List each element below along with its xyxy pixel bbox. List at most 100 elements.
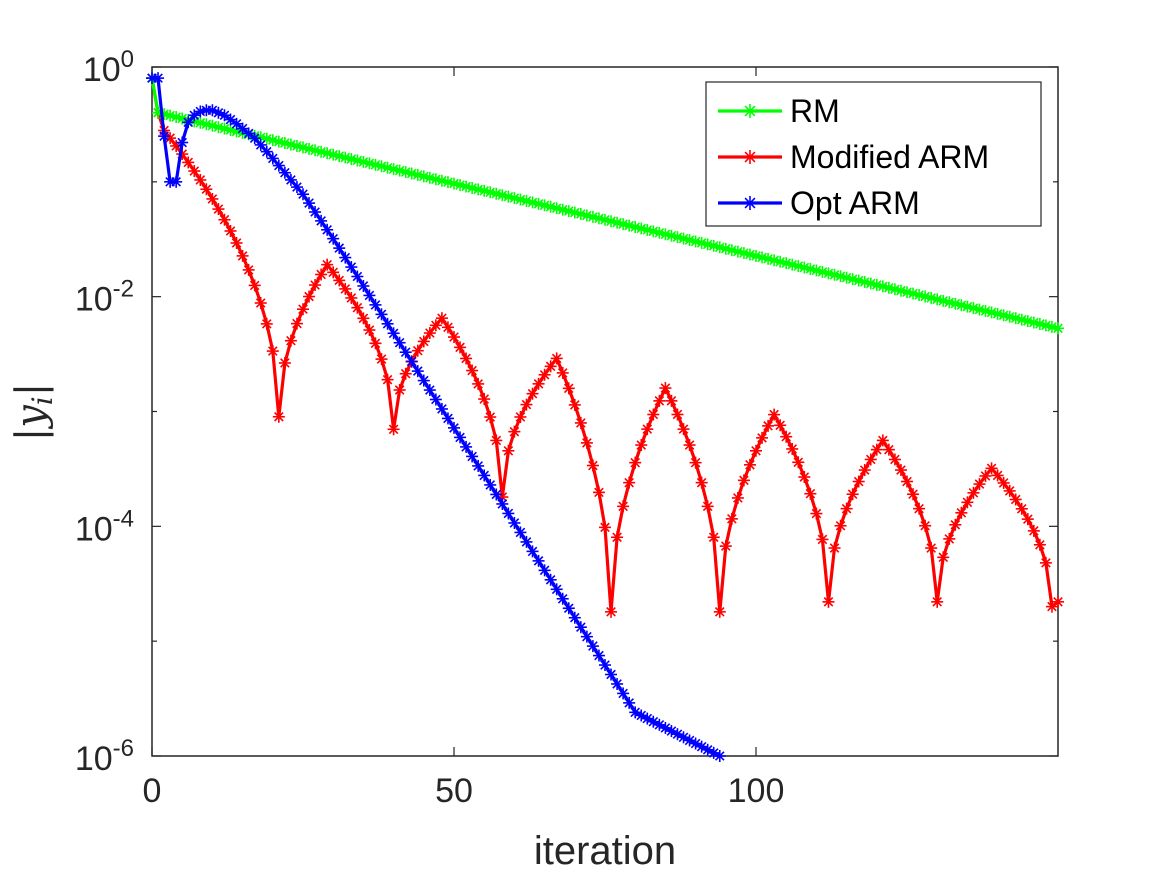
data-point — [224, 113, 237, 126]
data-point — [750, 444, 762, 457]
y-label-bar-left: | — [8, 428, 54, 441]
data-point — [381, 161, 394, 174]
y-tick-label: 100 — [83, 46, 134, 89]
data-point — [1021, 513, 1034, 526]
data-point — [206, 192, 219, 205]
data-point — [411, 344, 424, 357]
y-tick-base: 10 — [75, 281, 113, 319]
data-point — [659, 382, 672, 395]
data-point — [248, 279, 261, 292]
data-point — [351, 301, 364, 314]
series-layer — [146, 72, 1064, 762]
data-point — [931, 595, 944, 608]
data-point — [242, 263, 255, 276]
data-point — [707, 531, 720, 544]
data-point — [689, 456, 702, 469]
data-point — [435, 402, 448, 415]
data-point — [840, 502, 853, 515]
data-point — [176, 136, 189, 149]
data-point — [333, 274, 346, 287]
data-point — [200, 183, 213, 196]
data-point — [393, 336, 406, 349]
data-point — [991, 469, 1004, 482]
data-point — [393, 383, 406, 396]
data-point — [411, 365, 424, 378]
data-point — [532, 377, 545, 390]
y-tick-base: 10 — [75, 740, 113, 778]
data-point — [345, 291, 358, 304]
data-point — [997, 476, 1010, 489]
data-point — [212, 203, 225, 216]
data-point — [568, 611, 581, 624]
data-point — [701, 500, 714, 513]
data-point — [399, 367, 412, 380]
data-point — [882, 443, 895, 456]
data-point — [580, 630, 593, 643]
data-point — [979, 469, 992, 482]
data-point — [562, 602, 575, 615]
y-label-bar-right: | — [8, 383, 54, 396]
data-point — [864, 453, 877, 466]
data-point — [562, 382, 575, 395]
data-point — [448, 421, 460, 434]
data-point — [907, 488, 920, 501]
data-point — [762, 419, 775, 432]
data-point — [423, 327, 436, 340]
legend-marker — [743, 104, 757, 118]
data-point — [1009, 493, 1022, 506]
data-point — [194, 173, 207, 186]
data-point — [309, 279, 322, 292]
data-point — [321, 223, 334, 236]
data-point — [647, 408, 660, 421]
data-point — [538, 368, 551, 381]
data-point — [876, 434, 889, 447]
data-point — [810, 507, 823, 520]
data-point — [725, 512, 738, 525]
data-point — [321, 258, 334, 271]
data-point — [429, 393, 442, 406]
data-point — [381, 373, 394, 386]
data-point — [894, 464, 907, 477]
series-modified-arm — [146, 72, 1064, 618]
data-point — [236, 122, 249, 135]
data-point — [858, 464, 871, 477]
data-point — [315, 214, 328, 227]
data-point — [278, 166, 291, 179]
data-point — [514, 410, 527, 423]
data-point — [852, 475, 865, 488]
data-point — [870, 443, 883, 456]
data-point — [1015, 502, 1028, 515]
data-point — [448, 177, 460, 190]
data-point — [556, 592, 569, 605]
data-point — [339, 251, 352, 264]
data-point — [713, 605, 726, 618]
data-point — [743, 458, 756, 471]
data-point — [399, 346, 412, 359]
data-point — [363, 289, 376, 302]
data-point — [230, 117, 243, 130]
data-point — [206, 104, 219, 117]
data-point — [230, 236, 243, 249]
series-opt-arm — [146, 72, 726, 762]
data-point — [236, 249, 249, 262]
data-point — [1027, 524, 1040, 537]
y-label-var: y — [8, 404, 54, 430]
data-point — [496, 497, 509, 510]
data-point — [943, 532, 956, 545]
data-point — [888, 453, 901, 466]
data-point — [532, 554, 545, 567]
data-point — [170, 175, 183, 188]
y-tick-label: 10-2 — [75, 276, 134, 319]
data-point — [544, 360, 557, 373]
data-point — [454, 431, 467, 444]
x-tick-label: 0 — [143, 772, 162, 810]
data-point — [719, 540, 732, 553]
data-point — [574, 416, 587, 429]
data-point — [502, 507, 515, 520]
data-point — [423, 384, 436, 397]
y-tick-base: 10 — [83, 51, 121, 89]
data-point — [713, 750, 726, 762]
data-point — [617, 687, 630, 700]
data-point — [508, 516, 521, 529]
